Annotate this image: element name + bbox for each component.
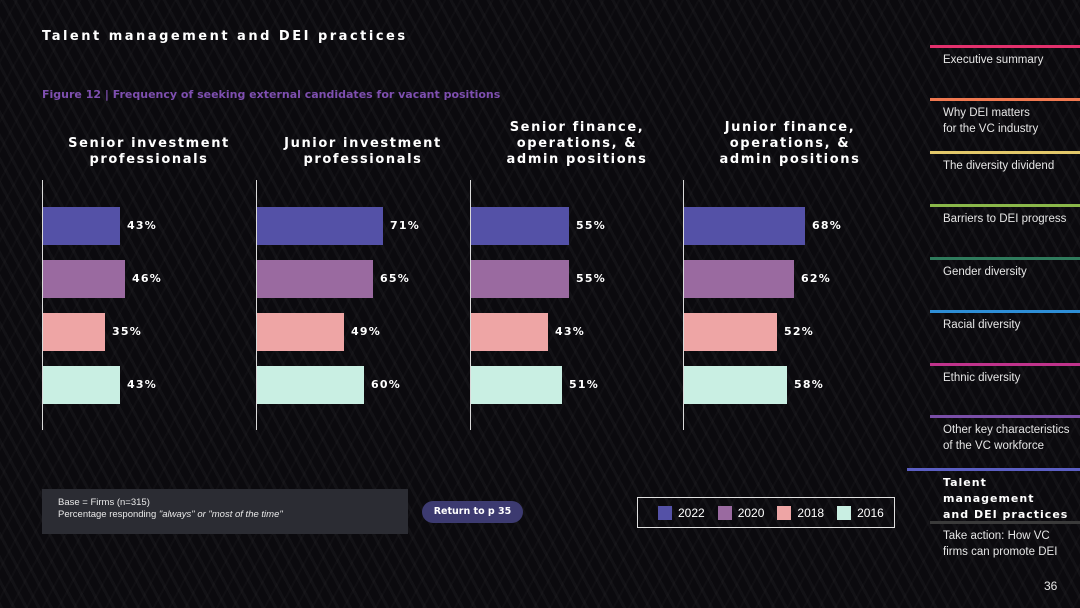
bar-value-label: 55%: [576, 219, 606, 232]
bar-value-label: 62%: [801, 272, 831, 285]
nav-item[interactable]: Why DEI matters for the VC industry: [930, 98, 1080, 148]
nav-item-label: Gender diversity: [943, 266, 1027, 278]
nav-item-label: Other key characteristics of the VC work…: [943, 424, 1070, 452]
bar-2018: [257, 313, 344, 351]
bar-2022: [471, 207, 569, 245]
legend-item: 2022: [658, 505, 705, 520]
bar-value-label: 51%: [569, 378, 599, 391]
bar-2018: [471, 313, 548, 351]
response-italic: "always" or "most of the time": [158, 509, 283, 520]
nav-item-divider: [907, 468, 1080, 471]
nav-item[interactable]: Ethnic diversity: [930, 363, 1080, 413]
bar-2020: [43, 260, 125, 298]
bar-value-label: 43%: [127, 378, 157, 391]
bar-2020: [471, 260, 569, 298]
legend-label: 2016: [857, 505, 884, 520]
nav-item-divider: [930, 151, 1080, 154]
bar-2022: [684, 207, 805, 245]
legend-swatch: [777, 505, 792, 520]
legend-item: 2016: [837, 505, 884, 520]
panel-title: Junior finance, operations, & admin posi…: [719, 120, 861, 167]
chart-legend: 2022 2020 2018 2016: [637, 497, 895, 528]
section-title: Talent management and DEI practices: [42, 29, 408, 44]
bar-2016: [684, 366, 787, 404]
chart-panel: Junior finance, operations, & admin posi…: [683, 120, 897, 432]
legend-swatch: [837, 505, 852, 520]
bar-2018: [43, 313, 105, 351]
legend-label: 2020: [737, 505, 765, 520]
nav-item[interactable]: Gender diversity: [930, 257, 1080, 307]
chart-panel: Senior finance, operations, & admin posi…: [470, 120, 684, 432]
legend-swatch: [658, 505, 672, 520]
nav-item-label: Racial diversity: [943, 319, 1021, 331]
legend-item: 2018: [777, 505, 825, 520]
nav-item-divider: [930, 45, 1080, 48]
bar-value-label: 55%: [576, 272, 606, 285]
panel-axis-line: [470, 180, 471, 430]
base-line-text: Base = Firms (n=315): [58, 497, 150, 508]
bar-value-label: 58%: [794, 378, 824, 391]
bar-2018: [684, 313, 777, 351]
return-to-page-button[interactable]: Return to p 35: [422, 501, 523, 523]
nav-item-divider: [930, 310, 1080, 313]
bar-2020: [257, 260, 373, 298]
response-text: Percentage responding "always" or "most …: [58, 509, 408, 521]
legend-label: 2018: [797, 505, 825, 520]
figure-caption: Figure 12 | Frequency of seeking externa…: [42, 88, 501, 101]
bar-value-label: 43%: [555, 325, 585, 338]
bar-value-label: 52%: [784, 325, 814, 338]
bar-value-label: 43%: [127, 219, 157, 232]
nav-item-divider: [930, 415, 1080, 418]
legend-item: 2020: [717, 505, 765, 520]
nav-item-label: The diversity dividend: [943, 160, 1055, 172]
nav-item-label: Barriers to DEI progress: [943, 213, 1067, 225]
bar-value-label: 35%: [112, 325, 142, 338]
bar-value-label: 68%: [812, 219, 842, 232]
nav-item-label: Talent management and DEI practices: [943, 476, 1069, 521]
nav-item-label: Executive summary: [943, 54, 1044, 66]
bar-value-label: 65%: [380, 272, 410, 285]
chart-panel: Junior investment professionals 71% 65% 49%…: [256, 120, 470, 432]
nav-item-divider: [930, 204, 1080, 207]
panel-axis-line: [683, 180, 684, 430]
chart-panel: Senior investment professionals 43% 46% 35%…: [42, 120, 256, 432]
bar-2016: [43, 366, 120, 404]
bar-value-label: 46%: [132, 272, 162, 285]
nav-item[interactable]: Executive summary: [930, 45, 1080, 95]
base-note-box: Base = Firms (n=315) Percentage respondi…: [42, 489, 408, 534]
bar-value-label: 60%: [371, 378, 401, 391]
nav-item-label: Ethnic diversity: [943, 372, 1021, 384]
panel-axis-line: [42, 180, 43, 430]
response-prefix: Percentage responding: [58, 509, 159, 520]
nav-item[interactable]: Racial diversity: [930, 310, 1080, 360]
nav-item-divider: [930, 363, 1080, 366]
nav-item-divider: [930, 521, 1080, 524]
nav-item[interactable]: The diversity dividend: [930, 151, 1080, 201]
nav-item-label: Take action: How VC firms can promote DE…: [943, 530, 1058, 558]
bar-2022: [43, 207, 120, 245]
nav-item[interactable]: Other key characteristics of the VC work…: [930, 415, 1080, 465]
panel-title: Junior investment professionals: [284, 136, 442, 167]
nav-item[interactable]: Barriers to DEI progress: [930, 204, 1080, 254]
panel-axis-line: [256, 180, 257, 430]
page-number: 36: [1044, 579, 1058, 593]
nav-item-divider: [930, 98, 1080, 101]
panel-title: Senior investment professionals: [68, 136, 230, 167]
bar-2020: [684, 260, 794, 298]
bar-2016: [257, 366, 364, 404]
bar-value-label: 49%: [351, 325, 381, 338]
nav-item[interactable]: Take action: How VC firms can promote DE…: [930, 521, 1080, 571]
legend-swatch: [717, 505, 732, 520]
panel-title: Senior finance, operations, & admin posi…: [506, 120, 648, 167]
bar-value-label: 71%: [390, 219, 420, 232]
bar-2022: [257, 207, 383, 245]
legend-label: 2022: [678, 505, 705, 520]
nav-item-label: Why DEI matters for the VC industry: [943, 107, 1039, 135]
nav-item-divider: [930, 257, 1080, 260]
nav-item[interactable]: Talent management and DEI practices: [907, 468, 1080, 521]
bar-2016: [471, 366, 562, 404]
